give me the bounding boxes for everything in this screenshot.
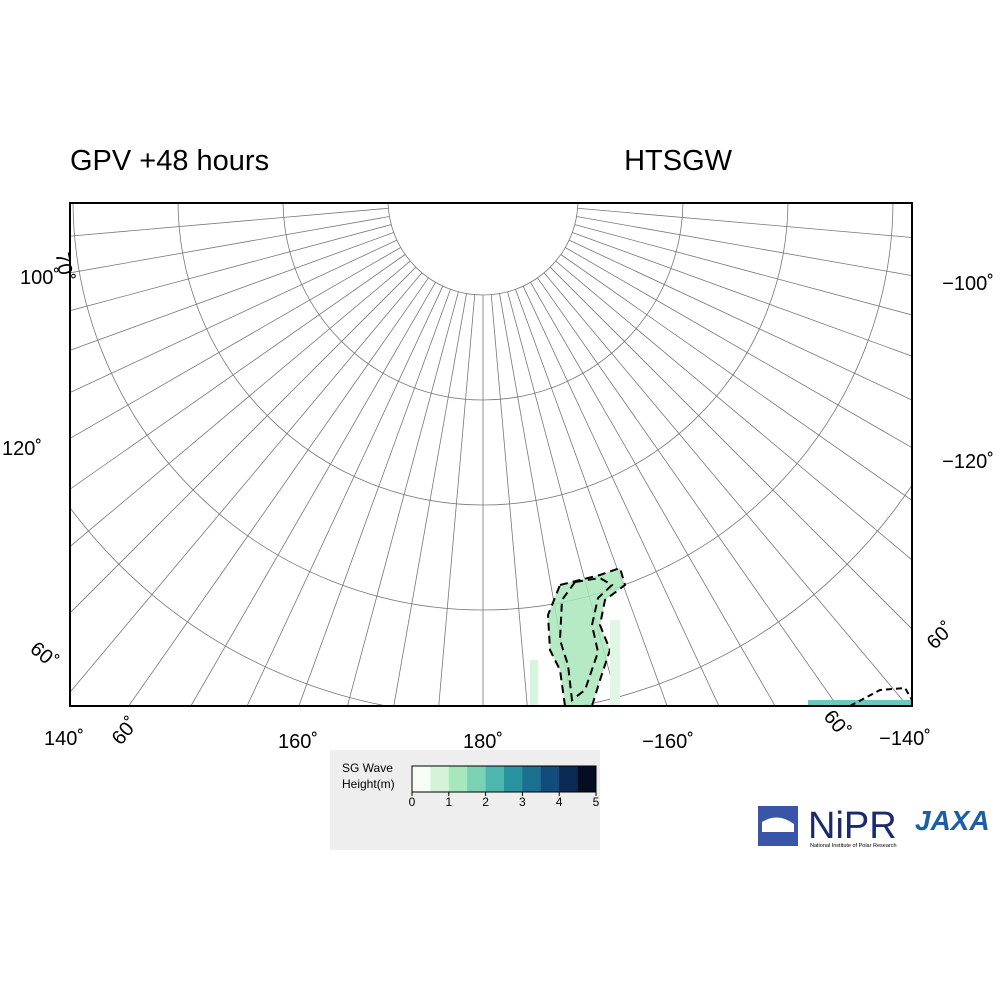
colorbar-tick-label: 3 [519, 795, 526, 809]
meridian [128, 277, 429, 706]
meridian [572, 232, 912, 357]
meridian [490, 294, 528, 706]
colorbar-step [485, 766, 505, 792]
meridian [560, 254, 912, 501]
colorbar-step [467, 766, 486, 792]
colorbar-step [504, 766, 523, 792]
meridian [543, 272, 909, 706]
meridian [70, 272, 423, 693]
right-title: HTSGW [624, 145, 733, 177]
nipr-subtitle: National Institute of Polar Research [810, 843, 897, 849]
meridian [537, 277, 838, 706]
lat-label: 100˚ [20, 267, 60, 289]
lon-label: −140˚ [879, 728, 931, 750]
colorbar-tick-label: 2 [482, 795, 489, 809]
lon-label: −100˚ [942, 273, 994, 295]
legend: SG Wave Height(m) 0 1 2 3 4 5 [330, 750, 600, 850]
colorbar-step [412, 766, 431, 792]
meridian [530, 282, 776, 706]
meridian [507, 291, 619, 706]
meridian [70, 266, 417, 614]
nipr-logo: NiPR National Institute of Polar Researc… [758, 805, 897, 849]
lat-label: 60˚ [26, 638, 62, 673]
meridian [574, 224, 912, 316]
meridian [70, 207, 389, 237]
colorbar-step [448, 766, 468, 792]
legend-title: SG Wave [342, 761, 393, 775]
meridian [499, 293, 573, 706]
colorbar-step [540, 766, 560, 792]
colorbar-step [430, 766, 450, 792]
colorbar-tick-label: 0 [409, 795, 416, 809]
meridian [576, 216, 912, 277]
lon-label: 160˚ [278, 731, 318, 753]
lon-label: −120˚ [942, 451, 994, 473]
lon-label: −160˚ [642, 731, 694, 753]
colorbar-step [559, 766, 578, 792]
jaxa-text: JAXA [915, 805, 990, 836]
meridian [298, 289, 451, 706]
meridian [549, 266, 912, 630]
lat-label: 60˚ [923, 618, 959, 654]
lat-label: 70˚ [51, 251, 78, 283]
lon-label: 180˚ [463, 731, 503, 753]
meridian [70, 260, 411, 548]
colorbar-step [522, 766, 542, 792]
meridian [438, 294, 476, 706]
meridian [515, 289, 668, 706]
lon-label: 120˚ [2, 438, 42, 460]
lat-label: 60˚ [819, 706, 854, 742]
meridian [70, 254, 406, 490]
meridian [555, 260, 912, 561]
nipr-text: NiPR [808, 805, 897, 847]
meridian [347, 291, 459, 706]
meridian [568, 239, 912, 401]
colorbar-step [577, 766, 597, 792]
map-frame [69, 202, 913, 707]
lon-label: 140˚ [44, 728, 84, 750]
meridian [522, 285, 720, 706]
meridian [70, 224, 392, 312]
meridian [190, 282, 436, 706]
meridian [70, 232, 394, 351]
lat-label: 60˚ [108, 713, 143, 749]
legend-title: Height(m) [342, 777, 395, 791]
meridian [70, 216, 390, 274]
left-title: GPV +48 hours [70, 145, 269, 177]
colorbar-frame [411, 765, 597, 793]
meridian [246, 285, 444, 706]
meridian [577, 207, 912, 238]
colorbar-tick-label: 5 [593, 795, 600, 809]
meridian [70, 247, 401, 439]
meridian [565, 247, 912, 449]
jaxa-logo: JAXA [915, 805, 990, 836]
meridian [393, 293, 467, 706]
meridian [70, 239, 398, 394]
colorbar-tick-label: 4 [556, 795, 563, 809]
wave-patch [530, 566, 912, 706]
colorbar-tick-label: 1 [445, 795, 452, 809]
